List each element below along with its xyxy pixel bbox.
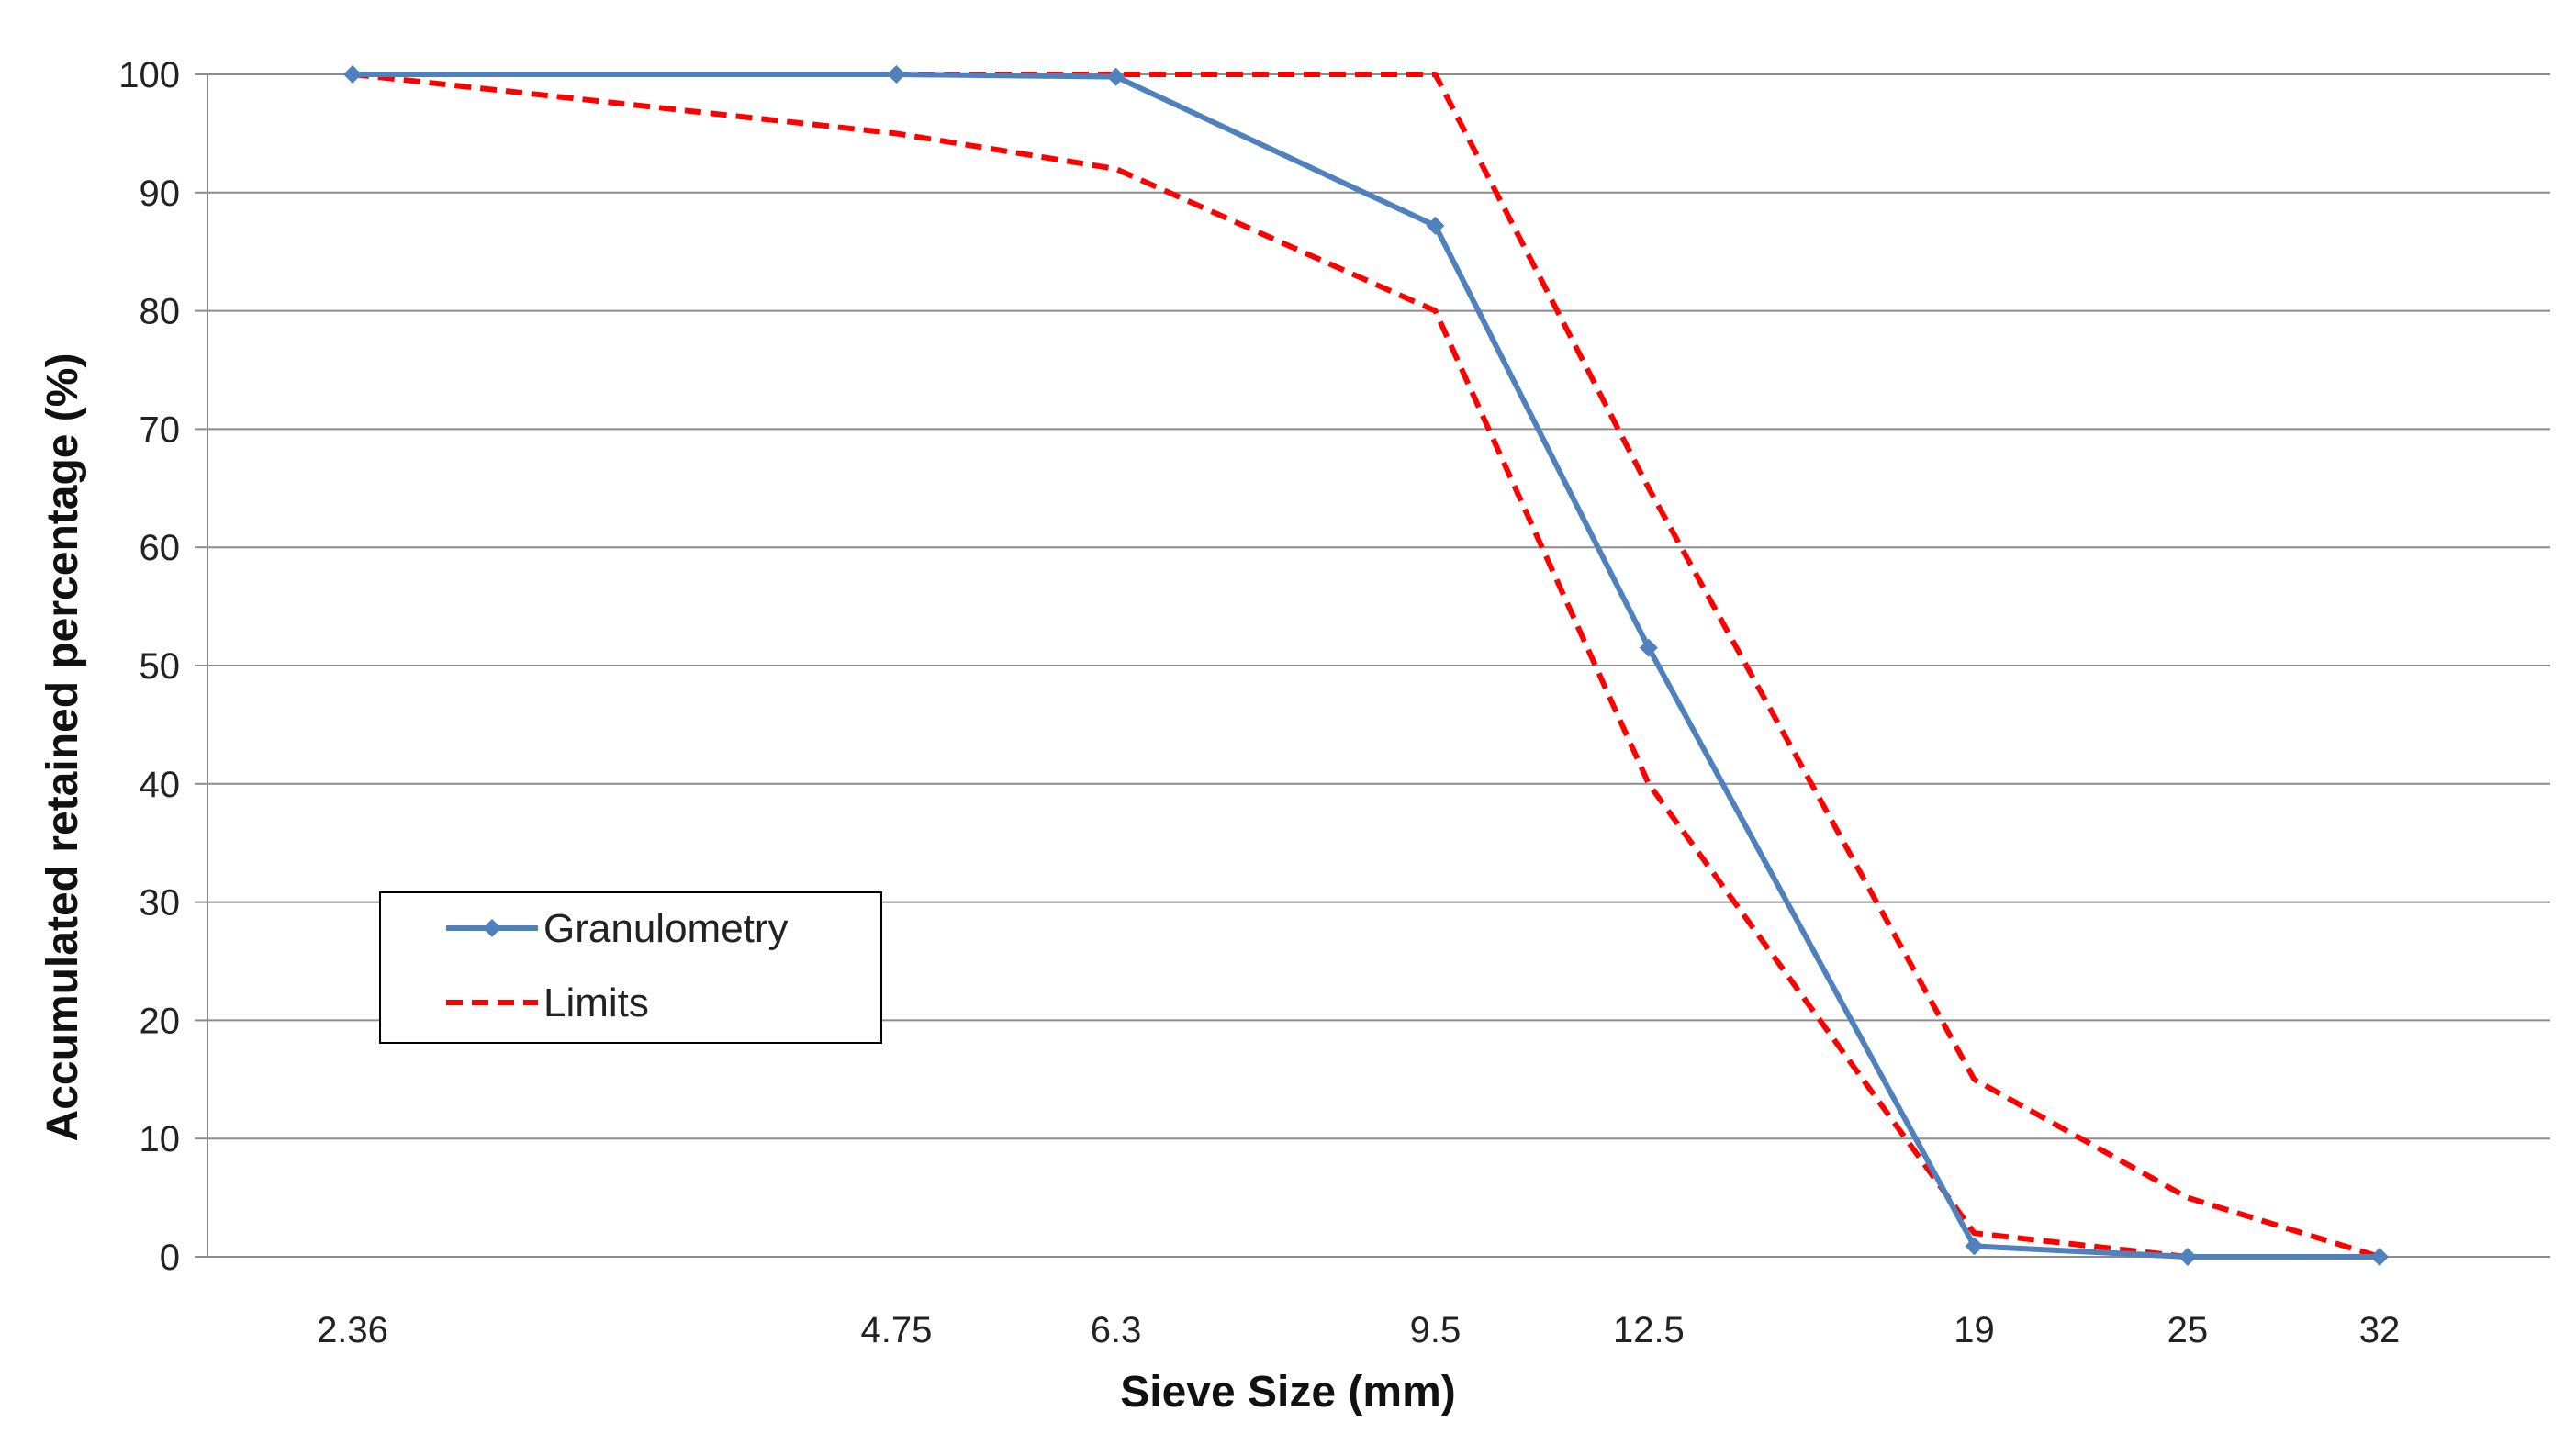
y-tick-label: 90 xyxy=(140,174,181,214)
y-tick-label: 20 xyxy=(140,1001,181,1041)
y-tick-label: 0 xyxy=(160,1238,180,1278)
y-tick-label: 50 xyxy=(140,646,181,687)
data-point-granulometry xyxy=(1426,216,1445,235)
legend: Granulometry Limits xyxy=(379,891,882,1044)
tick-labels: 0 10 20 30 40 50 60 70 80 90 100 2.36 4.75 6.3 9.5 12.5… xyxy=(118,55,2400,1350)
x-axis-title: Sieve Size (mm) xyxy=(1120,1368,1455,1417)
y-tick-label: 30 xyxy=(140,883,181,924)
y-axis-title: Accumulated retained percentage (%) xyxy=(39,353,87,1142)
series-line-granulometry xyxy=(353,72,2380,1260)
legend-frame xyxy=(379,891,882,1044)
data-point-granulometry xyxy=(1639,638,1658,657)
data-point-granulometry xyxy=(887,65,906,84)
x-tick-label: 32 xyxy=(2359,1310,2401,1350)
data-point-granulometry xyxy=(1965,1237,1984,1256)
y-tick-label: 100 xyxy=(118,55,180,95)
x-tick-label: 12.5 xyxy=(1613,1310,1685,1350)
legend-label-granulometry: Granulometry xyxy=(543,906,789,951)
data-point-granulometry xyxy=(343,65,362,84)
y-tick-label: 60 xyxy=(140,528,181,568)
x-tick-label: 2.36 xyxy=(317,1310,388,1350)
y-tick-label: 10 xyxy=(140,1119,181,1159)
data-point-granulometry xyxy=(2178,1248,2197,1266)
legend-marker-granulometry xyxy=(483,919,501,937)
x-tick-label: 6.3 xyxy=(1091,1310,1142,1350)
data-point-granulometry xyxy=(1106,67,1126,86)
series-layer xyxy=(343,65,2389,1266)
x-tick-label: 19 xyxy=(1954,1310,1995,1350)
y-tick-label: 80 xyxy=(140,292,181,332)
y-tick-label: 70 xyxy=(140,409,181,450)
x-tick-label: 9.5 xyxy=(1410,1310,1462,1350)
legend-label-limits: Limits xyxy=(543,980,649,1025)
x-tick-label: 25 xyxy=(2167,1310,2209,1350)
data-point-granulometry xyxy=(2370,1248,2389,1266)
y-tick-label: 40 xyxy=(140,765,181,805)
x-tick-label: 4.75 xyxy=(860,1310,932,1350)
